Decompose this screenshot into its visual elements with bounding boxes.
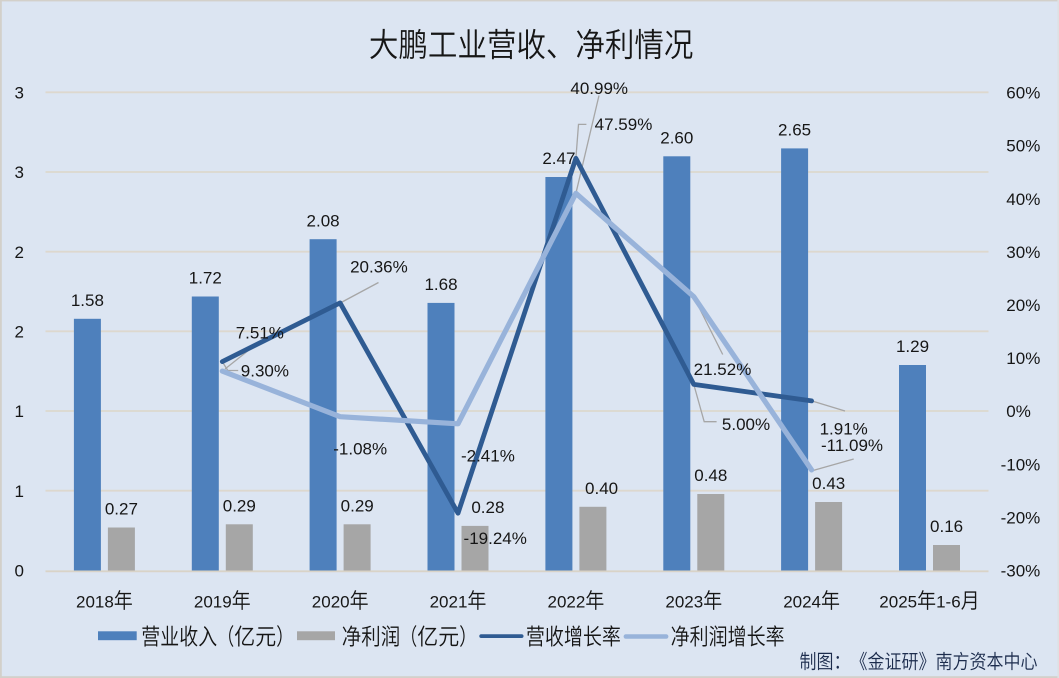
svg-text:2.08: 2.08 [307,211,340,230]
svg-text:2024: 2024 [783,592,821,611]
svg-text:21.52%: 21.52% [694,360,752,379]
svg-text:2018: 2018 [76,592,114,611]
svg-text:2025: 2025 [879,592,917,611]
svg-text:-1.08%: -1.08% [333,440,387,459]
svg-text:-10%: -10% [1001,455,1041,474]
svg-text:-11.09%: -11.09% [821,436,883,455]
svg-text:0.29: 0.29 [223,497,256,516]
svg-text:1-6: 1-6 [936,592,961,611]
svg-text:2023: 2023 [665,592,703,611]
svg-text:1.68: 1.68 [424,275,457,294]
svg-text:0: 0 [15,562,24,581]
svg-text:2019: 2019 [194,592,232,611]
svg-text:47.59%: 47.59% [595,115,653,134]
svg-text:2.47: 2.47 [542,149,575,168]
svg-text:0.27: 0.27 [105,500,138,519]
svg-text:0.28: 0.28 [471,498,504,517]
svg-text:2: 2 [15,243,24,262]
svg-text:2021: 2021 [430,592,468,611]
svg-text:0%: 0% [1006,402,1031,421]
svg-text:0.40: 0.40 [585,479,618,498]
svg-text:5.00%: 5.00% [722,415,770,434]
svg-text:0.43: 0.43 [812,474,845,493]
svg-text:1: 1 [15,402,24,421]
svg-text:9.30%: 9.30% [241,361,289,380]
svg-text:-30%: -30% [1001,562,1041,581]
svg-text:3: 3 [15,163,24,182]
svg-text:1.91%: 1.91% [820,420,868,439]
svg-text:40%: 40% [1006,190,1040,209]
svg-text:50%: 50% [1006,137,1040,156]
svg-text:2: 2 [15,323,24,342]
svg-text:1.29: 1.29 [896,337,929,356]
svg-text:2.65: 2.65 [778,121,811,140]
svg-text:60%: 60% [1006,84,1040,103]
svg-text:-2.41%: -2.41% [461,447,515,466]
svg-text:2.60: 2.60 [660,129,693,148]
svg-text:1.58: 1.58 [71,291,104,310]
svg-text:10%: 10% [1006,349,1040,368]
svg-text:7.51%: 7.51% [236,323,284,342]
svg-text:-20%: -20% [1001,508,1041,527]
svg-text:2022: 2022 [548,592,586,611]
svg-text:0.29: 0.29 [341,497,374,516]
svg-text:20%: 20% [1006,296,1040,315]
svg-text:3: 3 [15,84,24,103]
svg-text:1: 1 [15,482,24,501]
svg-text:2020: 2020 [312,592,350,611]
svg-text:1.72: 1.72 [189,269,222,288]
svg-text:20.36%: 20.36% [350,258,408,277]
svg-text:0.48: 0.48 [694,466,727,485]
svg-text:30%: 30% [1006,243,1040,262]
svg-text:0.16: 0.16 [930,517,963,536]
svg-text:-19.24%: -19.24% [464,529,527,548]
svg-text:40.99%: 40.99% [570,79,628,98]
